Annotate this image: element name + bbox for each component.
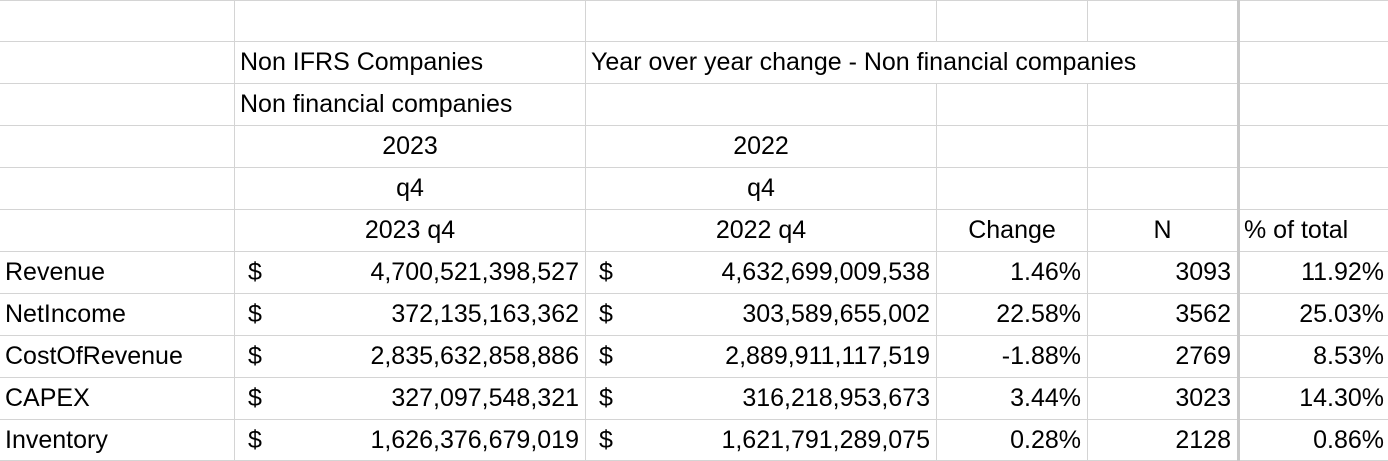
- value-2023[interactable]: 1,626,376,679,019: [370, 426, 579, 454]
- header-period-a[interactable]: 2023 q4: [364, 216, 456, 244]
- value-2022[interactable]: 316,218,953,673: [742, 384, 930, 412]
- value-2022[interactable]: 4,632,699,009,538: [721, 258, 930, 286]
- header-quarter-a[interactable]: q4: [396, 174, 424, 202]
- change-value[interactable]: 22.58%: [996, 300, 1081, 328]
- header-subgroup[interactable]: Non financial companies: [235, 84, 585, 125]
- row-metric-label[interactable]: Inventory: [5, 426, 108, 454]
- grid-line: [0, 419, 1388, 420]
- currency-symbol: $: [599, 426, 613, 454]
- row-metric-label[interactable]: CAPEX: [5, 384, 90, 412]
- header-change[interactable]: Change: [968, 216, 1056, 244]
- currency-symbol: $: [248, 342, 262, 370]
- column-edge: [1237, 0, 1240, 461]
- change-value[interactable]: -1.88%: [1001, 342, 1081, 370]
- grid-line: [0, 167, 1388, 168]
- currency-symbol: $: [599, 384, 613, 412]
- pct-total-value[interactable]: 11.92%: [1301, 258, 1384, 286]
- grid-line: [0, 0, 1388, 1]
- value-2023[interactable]: 327,097,548,321: [391, 384, 579, 412]
- grid-line: [0, 41, 1388, 42]
- grid-line: [1087, 0, 1088, 461]
- header-period-b[interactable]: 2022 q4: [715, 216, 807, 244]
- pct-total-value[interactable]: 0.86%: [1313, 426, 1384, 454]
- grid-line: [0, 251, 1388, 252]
- pct-total-value[interactable]: 8.53%: [1313, 342, 1384, 370]
- grid-line: [936, 0, 937, 461]
- n-value[interactable]: 3093: [1175, 258, 1231, 286]
- pct-total-value[interactable]: 25.03%: [1299, 300, 1384, 328]
- grid-line: [234, 0, 235, 461]
- currency-symbol: $: [248, 384, 262, 412]
- row-metric-label[interactable]: Revenue: [5, 258, 106, 286]
- currency-symbol: $: [599, 342, 613, 370]
- header-pct-total[interactable]: % of total: [1244, 216, 1349, 244]
- currency-symbol: $: [599, 258, 613, 286]
- change-value[interactable]: 1.46%: [1010, 258, 1081, 286]
- value-2023[interactable]: 372,135,163,362: [391, 300, 579, 328]
- header-n[interactable]: N: [1153, 216, 1172, 244]
- value-2022[interactable]: 303,589,655,002: [742, 300, 930, 328]
- value-2023[interactable]: 4,700,521,398,527: [370, 258, 579, 286]
- currency-symbol: $: [248, 426, 262, 454]
- grid-line: [0, 335, 1388, 336]
- n-value[interactable]: 2769: [1175, 342, 1231, 370]
- grid-line: [0, 125, 1388, 126]
- grid-line: [585, 0, 586, 461]
- currency-symbol: $: [599, 300, 613, 328]
- header-group-b[interactable]: Year over year change - Non financial co…: [586, 42, 1237, 83]
- grid-line: [0, 293, 1388, 294]
- header-group-a[interactable]: Non IFRS Companies: [235, 42, 585, 83]
- header-quarter-b[interactable]: q4: [747, 174, 775, 202]
- row-metric-label[interactable]: CostOfRevenue: [5, 342, 183, 370]
- pct-total-value[interactable]: 14.30%: [1299, 384, 1384, 412]
- change-value[interactable]: 0.28%: [1010, 426, 1081, 454]
- grid-line: [0, 209, 1388, 210]
- value-2023[interactable]: 2,835,632,858,886: [370, 342, 579, 370]
- header-year-a[interactable]: 2023: [382, 132, 438, 160]
- n-value[interactable]: 3562: [1175, 300, 1231, 328]
- header-year-b[interactable]: 2022: [733, 132, 789, 160]
- value-2022[interactable]: 2,889,911,117,519: [725, 342, 930, 370]
- n-value[interactable]: 2128: [1175, 426, 1231, 454]
- change-value[interactable]: 3.44%: [1010, 384, 1081, 412]
- currency-symbol: $: [248, 300, 262, 328]
- grid-line: [0, 83, 1388, 84]
- currency-symbol: $: [248, 258, 262, 286]
- n-value[interactable]: 3023: [1175, 384, 1231, 412]
- row-metric-label[interactable]: NetIncome: [5, 300, 126, 328]
- value-2022[interactable]: 1,621,791,289,075: [721, 426, 930, 454]
- grid-line: [0, 377, 1388, 378]
